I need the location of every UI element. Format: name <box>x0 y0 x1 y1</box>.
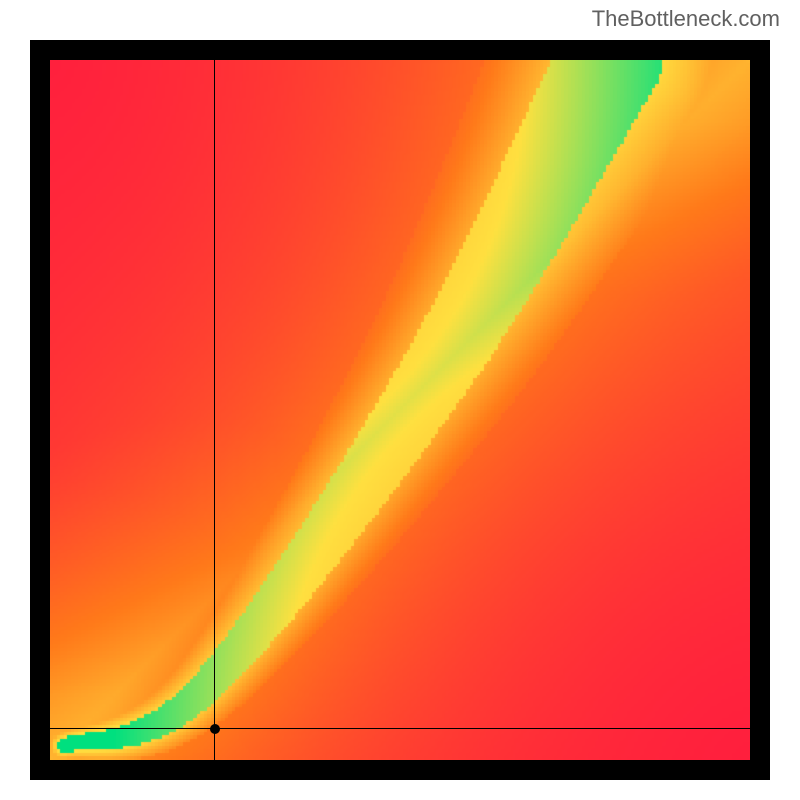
crosshair-horizontal <box>50 728 750 729</box>
crosshair-vertical <box>214 60 215 760</box>
watermark-text: TheBottleneck.com <box>592 6 780 32</box>
chart-frame <box>30 40 770 780</box>
crosshair-dot <box>210 724 220 734</box>
heatmap-canvas <box>50 60 750 760</box>
chart-container: TheBottleneck.com <box>0 0 800 800</box>
